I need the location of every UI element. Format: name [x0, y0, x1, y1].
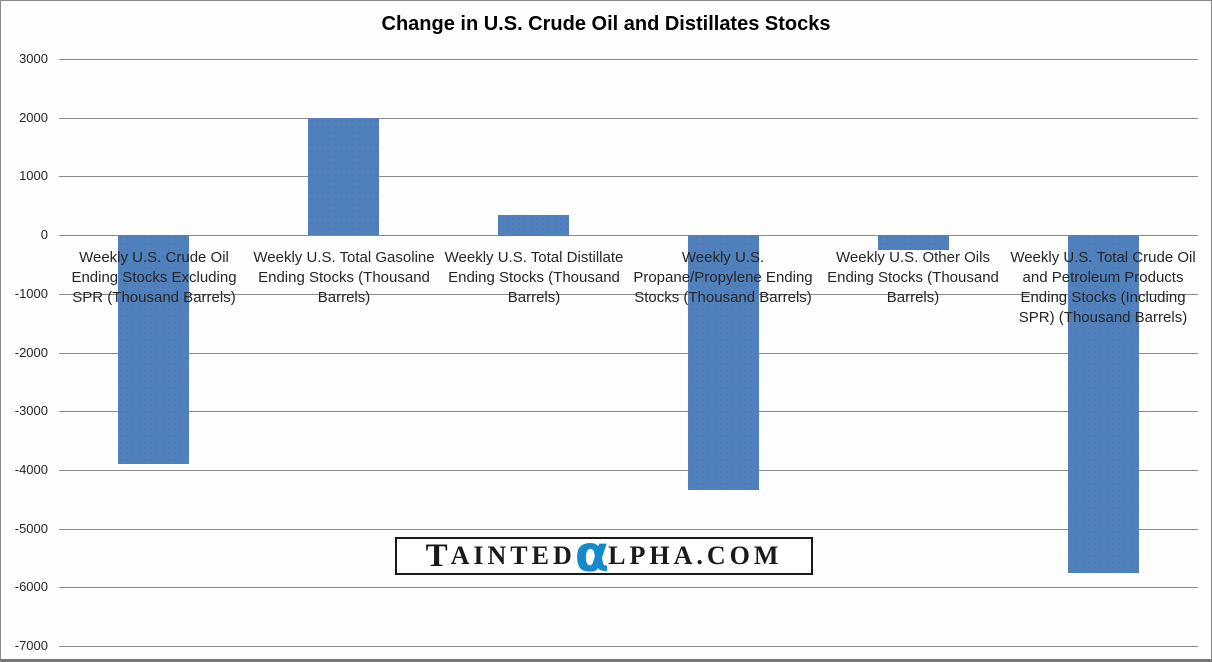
watermark-part-rest: LPHA.COM [608, 541, 783, 570]
watermark-part-t: T [425, 538, 451, 574]
watermark-box: T AINTED α LPHA.COM [395, 525, 813, 583]
category-label: Weekly U.S. Propane/Propylene Ending Sto… [633, 249, 813, 306]
bar [688, 235, 759, 490]
gridline [59, 470, 1198, 471]
gridline [59, 235, 1198, 236]
y-axis-tick-label: -3000 [14, 403, 48, 418]
gridline [59, 294, 1198, 295]
y-axis-tick-label: 2000 [19, 110, 48, 125]
bar [118, 235, 189, 464]
bar [308, 118, 379, 235]
y-axis-tick-label: 0 [40, 227, 48, 242]
y-axis-tick-label: -7000 [14, 638, 48, 653]
gridline [59, 587, 1198, 588]
y-axis-tick-label: 3000 [19, 51, 48, 66]
gridline [59, 176, 1198, 177]
gridline [59, 646, 1198, 647]
watermark-part-ainted: AINTED [450, 541, 576, 570]
category-label: Weekly U.S. Crude Oil Ending Stocks Excl… [71, 249, 237, 306]
bar [498, 215, 569, 236]
gridline [59, 118, 1198, 119]
gridline [59, 59, 1198, 60]
y-axis-tick-label: 1000 [19, 168, 48, 183]
chart-title: Change in U.S. Crude Oil and Distillates… [381, 13, 831, 35]
bar [1068, 235, 1139, 573]
gridline [59, 529, 1198, 530]
y-axis-tick-label: -2000 [14, 345, 48, 360]
y-axis-tick-label: -1000 [14, 286, 48, 301]
alpha-glyph: α [574, 525, 610, 583]
gridline [59, 411, 1198, 412]
category-label: Weekly U.S. Total Distillate Ending Stoc… [444, 249, 624, 306]
y-axis-tick-label: -6000 [14, 579, 48, 594]
y-axis-tick-label: -4000 [14, 462, 48, 477]
bar [878, 235, 949, 250]
category-label: Weekly U.S. Total Crude Oil and Petroleu… [1010, 249, 1196, 326]
category-label: Weekly U.S. Total Gasoline Ending Stocks… [253, 249, 435, 306]
category-label: Weekly U.S. Other Oils Ending Stocks (Th… [827, 249, 999, 306]
y-axis-tick-label: -5000 [14, 521, 48, 536]
gridline [59, 353, 1198, 354]
